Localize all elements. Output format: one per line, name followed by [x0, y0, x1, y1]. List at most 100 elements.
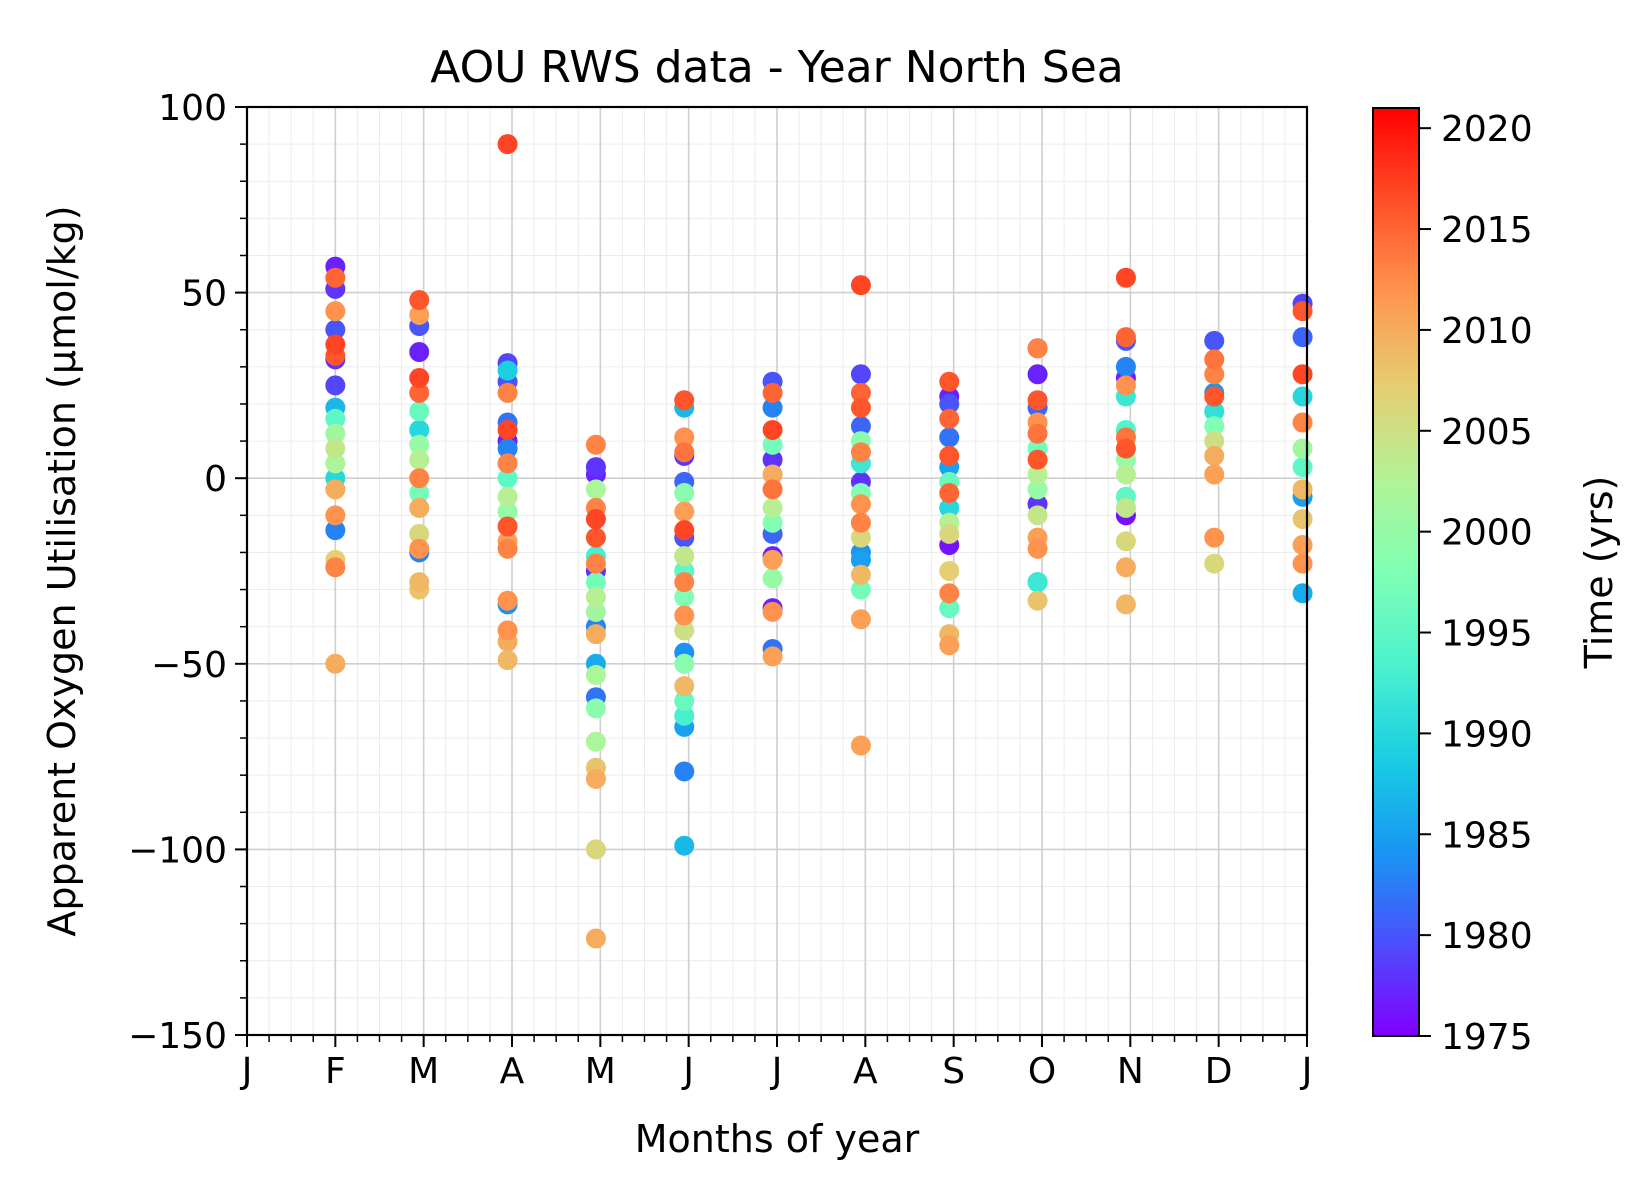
- data-point: [1027, 338, 1048, 359]
- y-tick-label: −100: [128, 830, 227, 871]
- data-point: [1292, 327, 1313, 348]
- data-point: [1292, 535, 1313, 556]
- data-point: [939, 583, 960, 604]
- x-tick-label: J: [681, 1051, 694, 1092]
- data-point: [762, 646, 783, 667]
- data-point: [1115, 557, 1136, 578]
- data-point: [497, 516, 518, 537]
- data-point: [325, 453, 346, 474]
- x-tick-label: N: [1117, 1051, 1144, 1092]
- data-point: [325, 520, 346, 541]
- data-point: [585, 839, 606, 860]
- x-tick-label: M: [585, 1051, 616, 1092]
- data-point: [674, 761, 695, 782]
- data-point: [850, 275, 871, 296]
- data-point: [585, 664, 606, 685]
- data-point: [1292, 412, 1313, 433]
- data-point: [850, 549, 871, 570]
- data-point: [409, 468, 430, 489]
- data-point: [1027, 479, 1048, 500]
- data-point: [1027, 505, 1048, 526]
- data-point: [585, 768, 606, 789]
- data-point: [1204, 386, 1225, 407]
- data-point: [674, 605, 695, 626]
- data-point: [1204, 445, 1225, 466]
- data-point: [850, 442, 871, 463]
- data-point: [674, 572, 695, 593]
- data-point: [674, 442, 695, 463]
- data-point: [409, 419, 430, 440]
- x-tick-label: D: [1205, 1051, 1233, 1092]
- data-point: [497, 486, 518, 507]
- data-point: [325, 438, 346, 459]
- data-point: [325, 505, 346, 526]
- data-point: [850, 382, 871, 403]
- data-point: [1204, 364, 1225, 385]
- data-point: [1115, 327, 1136, 348]
- y-tick-label: 0: [204, 459, 227, 500]
- data-point: [850, 364, 871, 385]
- data-point: [674, 501, 695, 522]
- data-point: [1027, 572, 1048, 593]
- data-point: [497, 650, 518, 671]
- data-point: [762, 419, 783, 440]
- data-point: [325, 653, 346, 674]
- data-point: [674, 690, 695, 711]
- y-tick-label: −150: [128, 1016, 227, 1057]
- data-point: [1115, 438, 1136, 459]
- data-point: [409, 401, 430, 422]
- data-point: [1115, 375, 1136, 396]
- data-point: [325, 375, 346, 396]
- data-points: [325, 134, 1313, 949]
- data-point: [850, 416, 871, 437]
- colorbar-tick-label: 1990: [1441, 714, 1533, 755]
- data-point: [762, 512, 783, 533]
- data-point: [939, 427, 960, 448]
- data-point: [585, 479, 606, 500]
- data-point: [762, 549, 783, 570]
- x-tick-label: O: [1028, 1051, 1056, 1092]
- data-point: [1115, 356, 1136, 377]
- data-point: [1027, 538, 1048, 559]
- data-point: [850, 609, 871, 630]
- axis-ticks: J F M A M J J A S O N D J 100 50 0 −50 −100 −150: [128, 88, 1312, 1092]
- colorbar-gradient: [1372, 107, 1420, 1037]
- x-tick-label: A: [500, 1051, 525, 1092]
- data-point: [1027, 390, 1048, 411]
- data-point: [1204, 553, 1225, 574]
- data-point: [1204, 416, 1225, 437]
- colorbar-tick-label: 1995: [1441, 614, 1533, 655]
- data-point: [409, 483, 430, 504]
- colorbar-tick-label: 1975: [1441, 1017, 1533, 1058]
- data-point: [1292, 583, 1313, 604]
- data-point: [409, 497, 430, 518]
- data-point: [497, 468, 518, 489]
- data-point: [850, 527, 871, 548]
- x-tick-label: J: [770, 1051, 783, 1092]
- data-point: [1204, 464, 1225, 485]
- data-point: [1292, 553, 1313, 574]
- data-point: [585, 624, 606, 645]
- x-tick-label: S: [942, 1051, 965, 1092]
- data-point: [325, 479, 346, 500]
- data-point: [409, 382, 430, 403]
- data-point: [1292, 438, 1313, 459]
- colorbar-tick-label: 2000: [1441, 513, 1533, 554]
- data-point: [674, 653, 695, 674]
- data-point: [1027, 449, 1048, 470]
- x-tick-label: J: [240, 1051, 253, 1092]
- data-point: [409, 572, 430, 593]
- data-point: [674, 427, 695, 448]
- data-point: [409, 538, 430, 559]
- data-point: [939, 393, 960, 414]
- data-point: [1027, 364, 1048, 385]
- data-point: [762, 568, 783, 589]
- data-point: [1115, 267, 1136, 288]
- data-point: [497, 620, 518, 641]
- data-point: [939, 635, 960, 656]
- x-axis-label: Months of year: [635, 1117, 920, 1161]
- y-tick-label: 50: [181, 274, 227, 315]
- data-point: [497, 134, 518, 155]
- data-point: [674, 835, 695, 856]
